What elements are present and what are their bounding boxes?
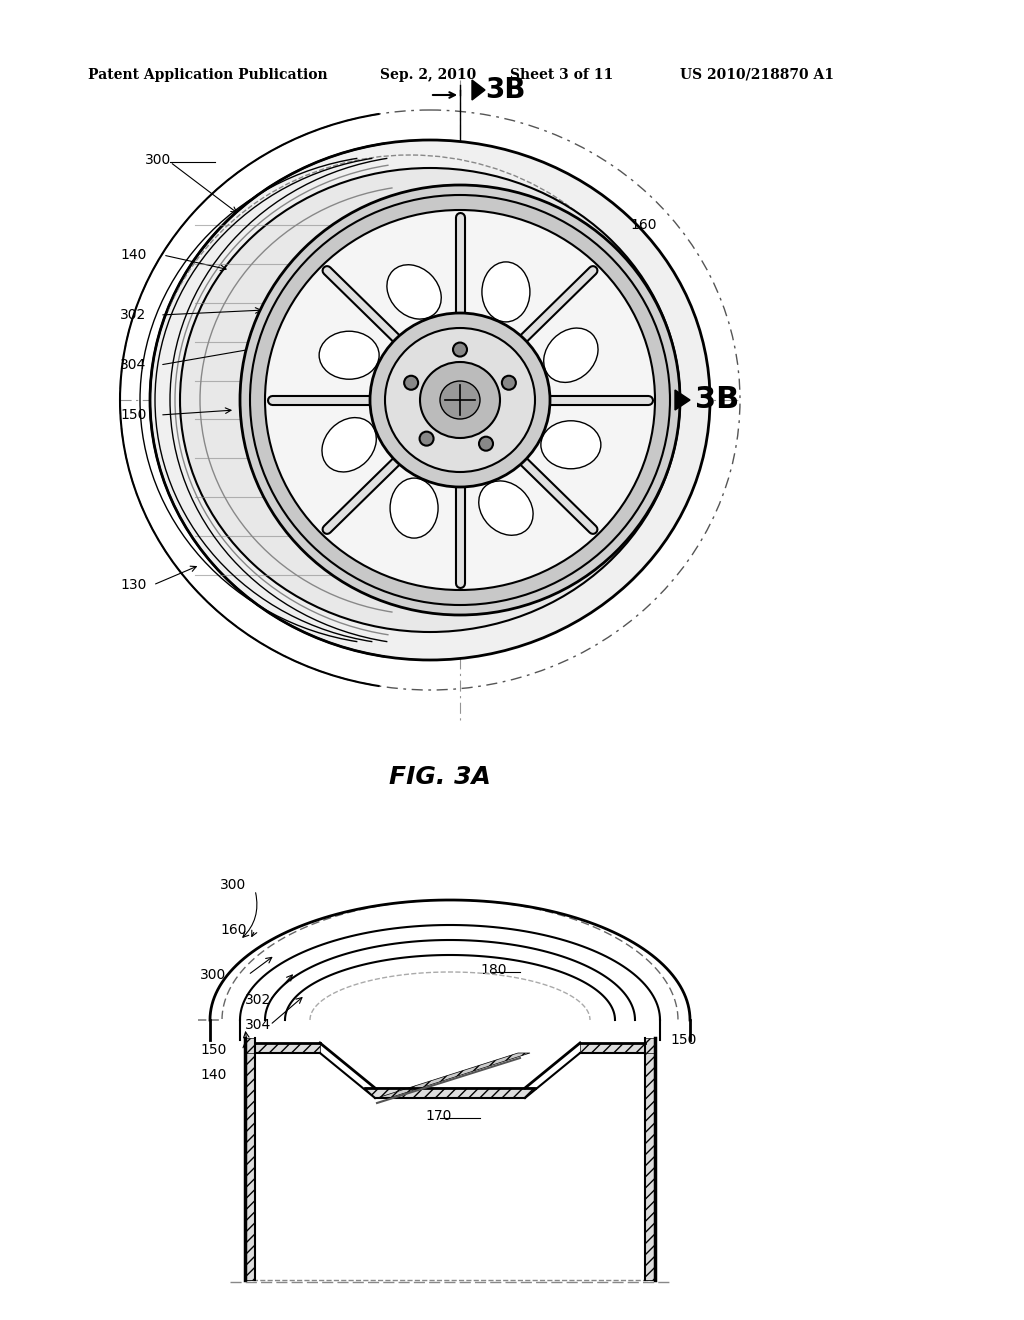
Text: 130: 130 [120, 578, 146, 591]
Text: Sep. 2, 2010: Sep. 2, 2010 [380, 69, 476, 82]
Polygon shape [255, 1043, 319, 1053]
Text: US 2010/218870 A1: US 2010/218870 A1 [680, 69, 834, 82]
Ellipse shape [541, 421, 601, 469]
Ellipse shape [370, 313, 550, 487]
Text: 304: 304 [120, 358, 146, 372]
Ellipse shape [150, 140, 710, 660]
Polygon shape [365, 1088, 535, 1098]
Text: FIG. 3A: FIG. 3A [389, 766, 490, 789]
Ellipse shape [453, 343, 467, 356]
Polygon shape [580, 1043, 645, 1053]
Ellipse shape [440, 381, 480, 418]
Text: 150: 150 [670, 1034, 696, 1047]
Text: 300: 300 [200, 968, 226, 982]
Text: 150: 150 [200, 1043, 226, 1057]
Text: 302: 302 [245, 993, 271, 1007]
Ellipse shape [319, 331, 379, 379]
Text: 160: 160 [220, 923, 247, 937]
Ellipse shape [250, 195, 670, 605]
Polygon shape [675, 389, 690, 411]
Text: 3B: 3B [695, 385, 739, 414]
Ellipse shape [544, 329, 598, 383]
Text: 140: 140 [200, 1068, 226, 1082]
Polygon shape [377, 1053, 530, 1098]
Ellipse shape [404, 376, 418, 389]
Text: 304: 304 [245, 1018, 271, 1032]
Text: 302: 302 [120, 308, 146, 322]
Polygon shape [472, 81, 485, 100]
Ellipse shape [387, 265, 441, 319]
Text: 160: 160 [630, 218, 656, 232]
Text: Sheet 3 of 11: Sheet 3 of 11 [510, 69, 613, 82]
Bar [245, 1038, 255, 1280]
Ellipse shape [479, 480, 534, 536]
Ellipse shape [390, 478, 438, 539]
Text: Patent Application Publication: Patent Application Publication [88, 69, 328, 82]
Ellipse shape [482, 261, 530, 322]
Ellipse shape [240, 185, 680, 615]
Text: 170: 170 [425, 1109, 452, 1123]
Ellipse shape [420, 432, 433, 446]
Ellipse shape [265, 210, 655, 590]
Ellipse shape [420, 362, 500, 438]
Ellipse shape [322, 417, 376, 473]
Ellipse shape [180, 168, 680, 632]
Bar [645, 1053, 655, 1280]
Text: 180: 180 [480, 964, 507, 977]
Text: 150: 150 [120, 408, 146, 422]
Ellipse shape [479, 437, 493, 450]
Text: 300: 300 [220, 878, 246, 892]
Text: 3B: 3B [485, 77, 525, 104]
Ellipse shape [385, 327, 535, 473]
Bar [245, 1053, 255, 1280]
Text: 140: 140 [120, 248, 146, 261]
Text: 300: 300 [145, 153, 171, 168]
Ellipse shape [502, 376, 516, 389]
Bar [645, 1038, 655, 1280]
